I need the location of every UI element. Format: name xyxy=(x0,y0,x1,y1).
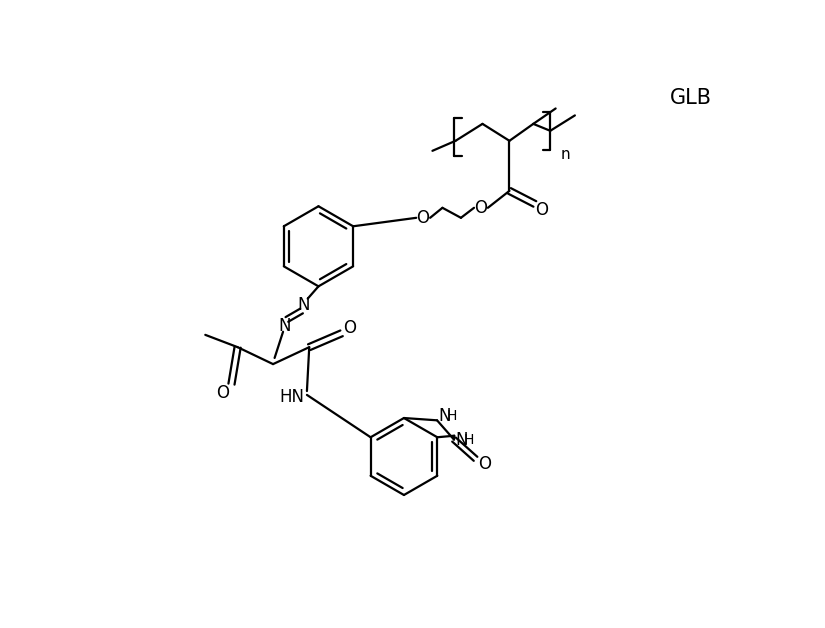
Text: H: H xyxy=(446,409,457,423)
Text: O: O xyxy=(478,455,492,474)
Text: N: N xyxy=(455,431,469,448)
Text: O: O xyxy=(416,208,429,227)
Text: n: n xyxy=(561,147,571,162)
Text: GLB: GLB xyxy=(669,89,711,109)
Text: O: O xyxy=(474,199,488,217)
Text: HN: HN xyxy=(279,388,304,406)
Text: O: O xyxy=(342,319,356,337)
Text: O: O xyxy=(535,201,549,219)
Text: N: N xyxy=(298,296,310,314)
Text: N: N xyxy=(439,408,451,426)
Text: H: H xyxy=(464,433,474,447)
Text: N: N xyxy=(278,317,291,335)
Text: O: O xyxy=(215,384,229,403)
